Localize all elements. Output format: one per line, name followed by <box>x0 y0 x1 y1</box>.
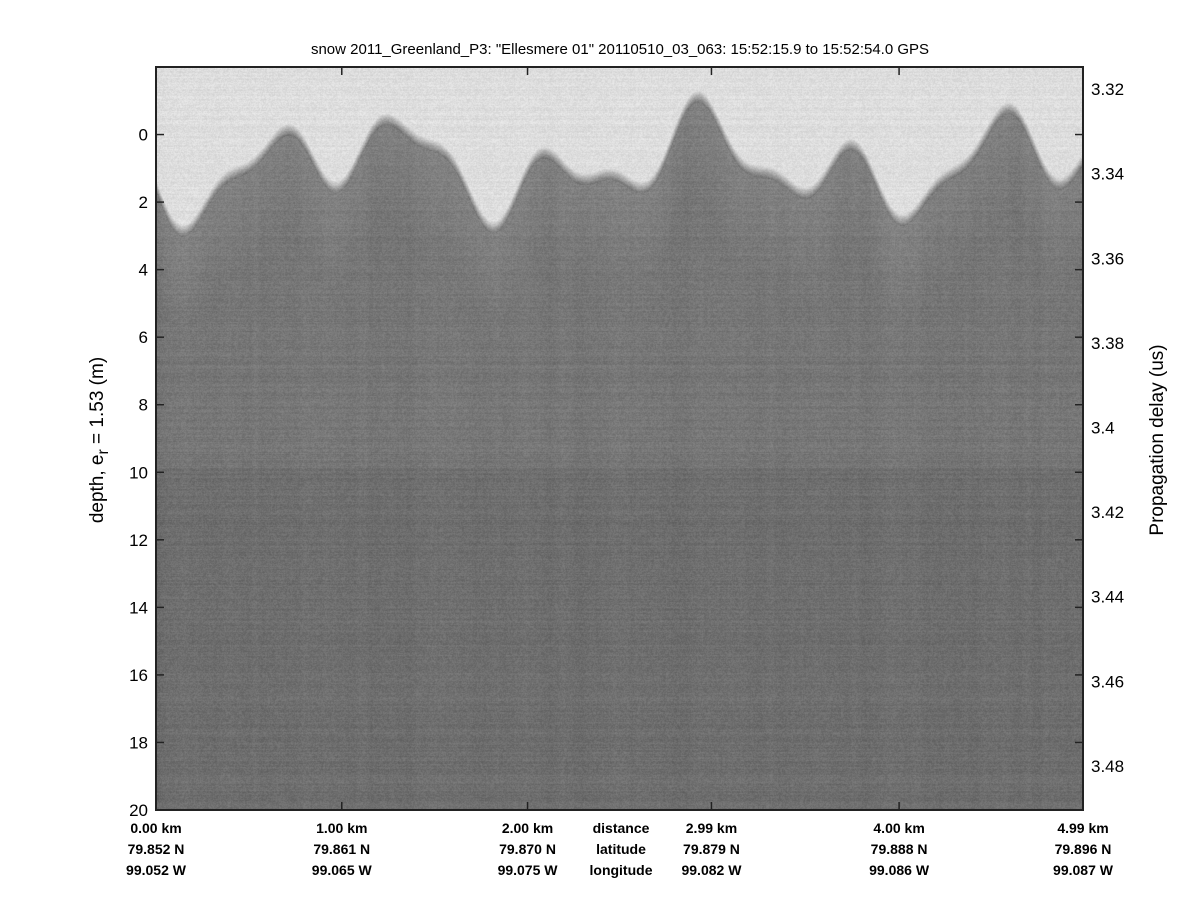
row-label-distance: distance <box>592 820 650 836</box>
y2-tick-label: 3.4 <box>1091 418 1115 437</box>
x-tick-longitude: 99.052 W <box>126 862 186 878</box>
y2-tick-label: 3.42 <box>1091 503 1124 522</box>
y2-tick-label: 3.46 <box>1091 672 1124 691</box>
y-tick-label: 20 <box>129 801 148 820</box>
y2-tick-label: 3.32 <box>1091 80 1124 99</box>
y2-axis-label: Propagation delay (us) <box>1147 344 1168 536</box>
y2-tick-label: 3.36 <box>1091 249 1124 268</box>
y-tick-label: 10 <box>129 463 148 482</box>
y-tick-label: 14 <box>129 598 148 617</box>
y-tick-label: 2 <box>139 193 148 212</box>
x-tick-distance: 4.99 km <box>1057 820 1109 836</box>
x-tick-label: 2.99 km 79.879 N 99.082 W <box>681 818 741 881</box>
y-tick-label: 18 <box>129 733 148 752</box>
x-tick-label: 4.00 km 79.888 N 99.086 W <box>869 818 929 881</box>
row-label-latitude: latitude <box>596 841 646 857</box>
x-tick-label: 0.00 km 79.852 N 99.052 W <box>126 818 186 881</box>
y-tick-label: 6 <box>139 328 148 347</box>
x-tick-longitude: 99.065 W <box>311 862 372 878</box>
y-tick-label: 12 <box>129 531 148 550</box>
x-tick-distance: 0.00 km <box>130 820 182 836</box>
x-tick-longitude: 99.086 W <box>869 862 930 878</box>
x-tick-latitude: 79.896 N <box>1054 841 1112 857</box>
y-tick-label: 16 <box>129 666 148 685</box>
x-tick-latitude: 79.870 N <box>499 841 556 857</box>
y2-tick-label: 3.48 <box>1091 757 1124 776</box>
x-tick-latitude: 79.852 N <box>127 841 185 857</box>
echogram-image <box>156 67 1083 810</box>
x-tick-distance: 2.99 km <box>685 820 738 836</box>
y2-tick-label: 3.38 <box>1091 334 1124 353</box>
x-tick-label: 4.99 km 79.896 N 99.087 W <box>1053 818 1113 881</box>
x-tick-distance: 4.00 km <box>873 820 925 836</box>
x-tick-label: 1.00 km 79.861 N 99.065 W <box>312 818 372 881</box>
x-tick-longitude: 99.082 W <box>681 862 742 878</box>
x-tick-latitude: 79.879 N <box>683 841 740 857</box>
x-tick-distance: 2.00 km <box>501 820 554 836</box>
y-label-suffix: = 1.53 (m) <box>87 356 109 450</box>
y-tick-label: 8 <box>139 396 148 415</box>
y-tick-label: 0 <box>139 126 148 145</box>
x-tick-latitude: 79.861 N <box>313 841 371 857</box>
y-label-text: depth, e <box>87 454 109 524</box>
y2-tick-label: 3.44 <box>1091 588 1124 607</box>
x-tick-latitude: 79.888 N <box>870 841 928 857</box>
plot-frame <box>155 66 1084 811</box>
y-tick-label: 4 <box>139 261 148 280</box>
y2-tick-label: 3.34 <box>1091 165 1124 184</box>
row-label-longitude: longitude <box>589 862 653 878</box>
x-tick-longitude: 99.087 W <box>1053 862 1113 878</box>
x-tick-longitude: 99.075 W <box>497 862 558 878</box>
x-tick-label: 2.00 km 79.870 N 99.075 W <box>498 818 558 881</box>
x-row-labels: distance latitude longitude <box>590 818 653 881</box>
chart-title: snow 2011_Greenland_P3: "Ellesmere 01" 2… <box>310 41 930 58</box>
x-tick-distance: 1.00 km <box>316 820 368 836</box>
y-label-subscript: r <box>94 449 112 455</box>
y-axis-label: depth, er = 1.53 (m) <box>87 357 113 523</box>
